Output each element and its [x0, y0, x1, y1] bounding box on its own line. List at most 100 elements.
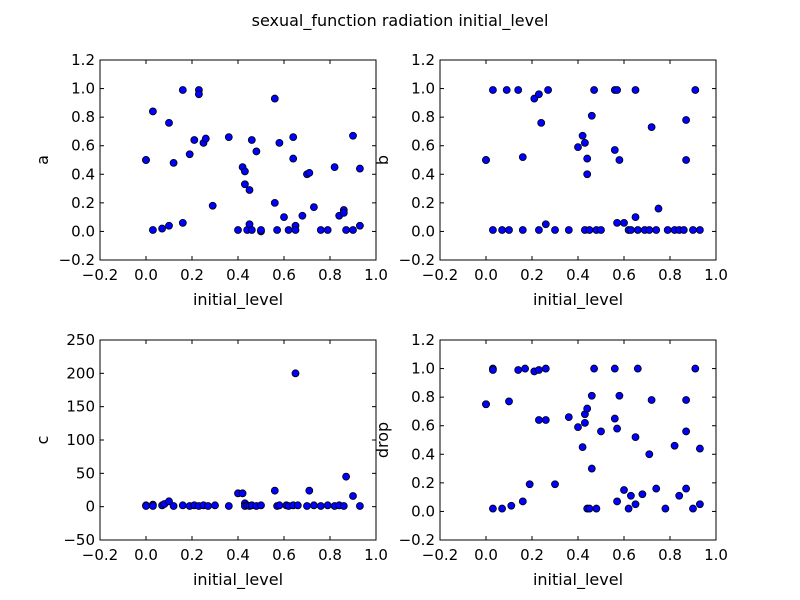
figure-title: sexual_function radiation initial_level: [252, 11, 549, 31]
x-tick-label: 1.0: [704, 546, 728, 564]
y-tick-label: 0.6: [411, 137, 435, 155]
x-tick-label: 0.2: [180, 266, 204, 284]
y-axis-label: drop: [373, 422, 392, 458]
y-tick-label: 250: [66, 331, 95, 349]
x-tick-label: 0.0: [474, 546, 498, 564]
data-point: [585, 226, 594, 234]
data-point: [583, 170, 592, 179]
data-point: [291, 226, 300, 234]
y-tick-label: 1.2: [71, 51, 95, 69]
data-point: [291, 369, 300, 378]
data-point: [613, 86, 621, 94]
data-point: [689, 504, 697, 513]
data-point: [518, 497, 527, 506]
data-point: [574, 143, 582, 152]
data-point: [581, 138, 589, 147]
data-point: [587, 464, 596, 473]
plot-area: [99, 339, 377, 541]
data-point: [178, 218, 187, 227]
data-point: [247, 136, 256, 144]
data-point: [590, 86, 598, 94]
y-axis-label: b: [373, 155, 392, 165]
x-tick-label: 0.8: [318, 266, 342, 284]
data-point: [682, 396, 690, 404]
y-axis-label: a: [33, 155, 52, 165]
y-tick-label: 150: [66, 398, 95, 416]
data-point: [482, 156, 490, 164]
data-point: [647, 396, 656, 404]
data-point: [663, 226, 672, 234]
data-point: [682, 484, 690, 493]
data-point: [178, 86, 187, 94]
x-tick-label: 1.0: [364, 546, 388, 564]
data-point: [535, 90, 543, 99]
data-point: [148, 226, 157, 234]
x-tick-label: 0.0: [134, 546, 158, 564]
data-point: [305, 486, 314, 495]
data-point: [514, 86, 523, 94]
data-point: [507, 501, 516, 510]
x-tick-label: 0.6: [612, 546, 636, 564]
data-point: [564, 226, 573, 234]
x-tick-label: 0.2: [520, 546, 544, 564]
x-tick-label: 0.6: [272, 546, 296, 564]
data-point: [541, 416, 550, 424]
data-point: [505, 397, 513, 406]
data-point: [289, 154, 298, 163]
data-point: [270, 486, 279, 495]
data-point: [525, 480, 534, 489]
data-point: [514, 366, 523, 374]
x-tick-label: 0.8: [658, 546, 682, 564]
data-point: [211, 501, 219, 510]
x-axis-label: initial_level: [193, 570, 283, 590]
x-tick-label: 0.2: [520, 266, 544, 284]
y-tick-label: 0.0: [411, 502, 435, 520]
x-axis-label: initial_level: [533, 290, 623, 310]
data-point: [578, 131, 587, 140]
data-point: [498, 226, 507, 234]
x-tick-label: 0.4: [566, 546, 590, 564]
data-point: [654, 204, 663, 213]
data-point: [633, 226, 642, 234]
data-point: [518, 153, 527, 162]
data-point: [615, 156, 624, 164]
data-point: [610, 146, 619, 154]
subplot-grid: −0.2 0.0 0.2 0.4 0.6 0.8 1.0 −0.2 0.0 0.2 0.4 0.6 0.…: [33, 51, 728, 590]
x-tick-label: 0.2: [180, 546, 204, 564]
y-tick-label: −0.2: [399, 531, 435, 549]
data-point: [645, 450, 654, 459]
y-axis-label: c: [33, 436, 52, 445]
data-point: [342, 226, 351, 234]
data-point: [252, 147, 261, 156]
data-point: [488, 86, 497, 94]
data-point: [330, 163, 339, 172]
data-point: [355, 502, 364, 510]
data-point: [185, 150, 194, 159]
data-point: [587, 391, 596, 400]
y-tick-label: −0.2: [399, 251, 435, 269]
data-point: [610, 414, 619, 423]
data-point: [691, 364, 700, 373]
data-point: [574, 423, 582, 432]
data-point: [247, 226, 256, 234]
data-point: [518, 226, 527, 234]
data-point: [169, 158, 178, 167]
data-point: [613, 424, 621, 433]
data-point: [316, 502, 325, 510]
y-tick-label: 1.0: [71, 80, 95, 98]
data-point: [178, 501, 187, 510]
data-point: [502, 86, 511, 94]
data-point: [610, 364, 619, 373]
data-point: [620, 486, 628, 494]
data-point: [613, 218, 621, 227]
data-point: [238, 489, 247, 498]
data-point: [169, 502, 178, 510]
data-point: [696, 444, 704, 453]
x-tick-label: 1.0: [704, 266, 728, 284]
data-point: [652, 226, 661, 234]
data-point: [544, 86, 552, 94]
x-axis-label: initial_level: [193, 290, 283, 310]
y-tick-label: 0.4: [411, 445, 435, 463]
data-point: [148, 502, 157, 510]
data-point: [257, 501, 265, 510]
